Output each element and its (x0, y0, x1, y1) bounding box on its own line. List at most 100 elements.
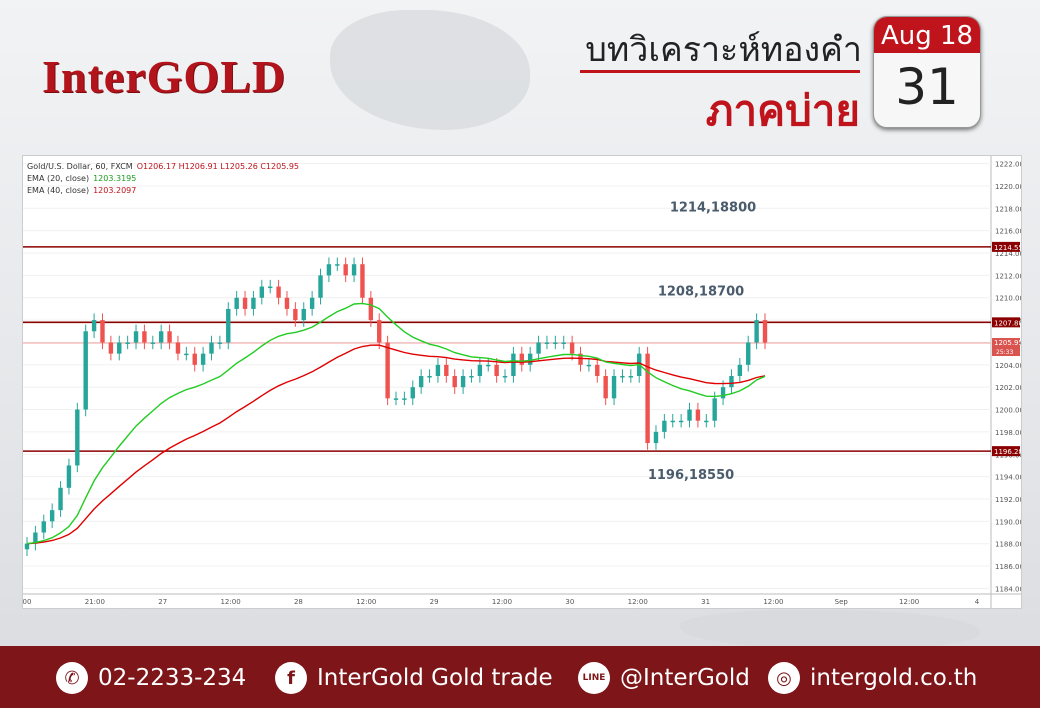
facebook-text: InterGold Gold trade (317, 665, 553, 691)
x-tick-label: 12:00 (220, 598, 240, 606)
candle-body (746, 342, 751, 365)
level-label: 1196,18550 (648, 468, 734, 483)
candle-body (259, 286, 265, 298)
page-title: บทวิเคราะห์ทองคำ (585, 30, 862, 70)
line-icon: LINE (578, 662, 610, 694)
candle-body (569, 342, 575, 354)
candle-body (737, 364, 743, 376)
candle-body (393, 398, 399, 400)
line-text: @InterGold (620, 665, 750, 691)
footer-facebook[interactable]: f InterGold Gold trade (275, 662, 553, 694)
candle-body (184, 353, 189, 356)
candle-body (335, 264, 340, 266)
candle-body (486, 364, 491, 367)
y-tick-label: 1204.00 (995, 362, 1021, 370)
legend-ema20: EMA (20, close) (27, 174, 90, 183)
level-tag: 1214.55 (994, 244, 1021, 252)
candle-body (242, 297, 248, 309)
y-tick-label: 1188.00 (995, 541, 1021, 549)
calendar-month: Aug 18 (874, 17, 980, 53)
legend-ema40: EMA (40, close) (27, 186, 90, 195)
candle-body (108, 342, 114, 354)
candle-body (125, 342, 130, 344)
x-tick-label: 12:00 (899, 598, 919, 606)
candle-body (251, 297, 256, 309)
ema40-line (26, 344, 766, 545)
page-subtitle: ภาคบ่าย (705, 86, 860, 135)
y-tick-label: 1212.00 (995, 272, 1021, 280)
phone-text: 02-2233-234 (98, 665, 247, 691)
x-tick-label: 4 (975, 598, 980, 606)
y-tick-label: 1198.00 (995, 429, 1021, 437)
website-text: intergold.co.th (810, 665, 978, 691)
candle-body (284, 297, 290, 309)
candle-body (91, 320, 97, 332)
calendar-icon: Aug 18 31 (873, 16, 981, 128)
candle-body (410, 387, 415, 399)
candle-body (377, 320, 382, 343)
footer-website[interactable]: ◎ intergold.co.th (768, 662, 977, 694)
candle-body (209, 342, 214, 354)
candle-body (712, 398, 717, 421)
candle-body (762, 320, 768, 343)
candle-body (729, 376, 734, 388)
candle-body (234, 297, 239, 309)
legend-symbol: Gold/U.S. Dollar, 60, FXCM (27, 162, 133, 171)
candle-body (318, 275, 323, 298)
candle-body (402, 398, 407, 400)
level-tag-bg (992, 317, 1020, 328)
x-tick-label: 12:00 (492, 598, 512, 606)
candle-body (142, 331, 147, 343)
calendar-day: 31 (895, 58, 959, 116)
candle-body (301, 308, 306, 321)
candle-body (326, 264, 332, 276)
candle-body (268, 286, 273, 289)
y-tick-label: 1184.00 (995, 585, 1021, 593)
candle-body (695, 409, 701, 421)
level-label: 1208,18700 (658, 285, 744, 300)
candle-body (200, 353, 206, 365)
candle-body (41, 521, 46, 533)
candle-body (452, 376, 457, 388)
candle-body (217, 342, 223, 344)
candle-body (444, 364, 449, 376)
candle-body (117, 342, 122, 354)
candle-body (360, 264, 365, 298)
candle-body (720, 387, 726, 399)
x-tick-label: 31 (701, 598, 710, 606)
x-tick-label: 12:00 (763, 598, 783, 606)
map-decoration (330, 10, 530, 130)
level-label: 1214,18800 (670, 201, 756, 216)
legend-ema20-value: 1203.3195 (93, 174, 137, 183)
y-tick-label: 1218.00 (995, 205, 1021, 213)
candle-body (527, 353, 533, 365)
x-tick-label: 27 (158, 598, 167, 606)
contact-footer: ✆ 02-2233-234 f InterGold Gold trade LIN… (0, 646, 1040, 708)
y-tick-label: 1200.00 (995, 407, 1021, 415)
x-tick-label: 28 (294, 598, 303, 606)
candle-body (611, 376, 617, 399)
candle-body (75, 409, 80, 466)
candle-body (460, 376, 466, 388)
candle-body (502, 376, 508, 378)
level-tag-bg (992, 446, 1020, 457)
candle-body (427, 376, 432, 378)
chart-canvas: 1184.00 1186.00 1188.00 1190.00 1192.00 1194.… (23, 156, 1021, 608)
y-tick-label: 1194.00 (995, 474, 1021, 482)
last-price-tag: 1205.95 (994, 339, 1021, 347)
footer-phone[interactable]: ✆ 02-2233-234 (56, 662, 246, 694)
candle-body (511, 353, 516, 376)
candle-body (578, 353, 583, 365)
candle-body (620, 376, 625, 378)
candle-body (351, 264, 357, 276)
y-tick-label: 1214.00 (995, 250, 1021, 258)
candle-body (435, 364, 441, 376)
footer-line[interactable]: LINE @InterGold (578, 662, 750, 694)
candle-body (368, 297, 374, 321)
last-price-countdown: 25:33 (996, 349, 1013, 356)
candle-body (670, 420, 675, 423)
x-tick-label: 12:00 (356, 598, 376, 606)
phone-icon: ✆ (56, 662, 88, 694)
candle-body (494, 364, 499, 376)
x-tick-label: 00 (23, 598, 31, 606)
